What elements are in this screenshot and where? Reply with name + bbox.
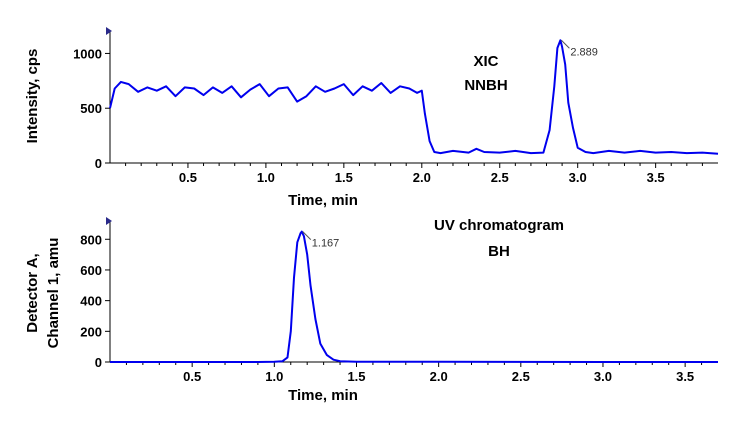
uv-x-tick-label: 1.0	[265, 369, 283, 384]
uv-annotation-line-1: UV chromatogram	[434, 217, 564, 234]
xic-axis-arrow-icon	[106, 27, 112, 35]
xic-peak-label: 2.889	[570, 46, 598, 58]
xic-annotation-line-2: NNBH	[464, 77, 507, 94]
xic-chart: 0.5 1.0 1.5 2.0 2.5 3.0 3.5 0 500 1000 2.889 Time,…	[24, 27, 719, 209]
uv-x-tick-label: 0.5	[183, 369, 201, 384]
uv-peak-leader	[302, 231, 312, 240]
uv-y-tick-label: 600	[80, 263, 102, 278]
uv-y-axis-label-line-2: Channel 1, amu	[45, 238, 62, 349]
xic-plot: 0.5 1.0 1.5 2.0 2.5 3.0 3.5 0 500 1000 2.889	[73, 27, 719, 185]
uv-y-axis-label-line-1: Detector A,	[24, 253, 41, 332]
uv-x-axis-label: Time, min	[288, 387, 358, 404]
xic-x-tick-label: 2.5	[491, 170, 509, 185]
xic-y-tick-label: 1000	[73, 46, 102, 61]
uv-y-tick-label: 200	[80, 324, 102, 339]
uv-x-tick-label: 3.5	[676, 369, 694, 384]
xic-x-tick-label: 0.5	[179, 170, 197, 185]
xic-x-tick-label: 3.0	[569, 170, 587, 185]
uv-y-tick-label: 0	[95, 355, 102, 370]
xic-y-tick-label: 0	[95, 156, 102, 171]
uv-axis-arrow-icon	[106, 217, 112, 225]
uv-series-line	[110, 230, 718, 363]
xic-y-tick-label: 500	[80, 101, 102, 116]
xic-series-line	[109, 39, 719, 155]
xic-x-axis-label: Time, min	[288, 192, 358, 209]
xic-x-tick-label: 1.5	[335, 170, 353, 185]
uv-x-tick-label: 2.5	[512, 369, 530, 384]
xic-peak-leader	[561, 39, 570, 49]
uv-annotation-line-2: BH	[488, 243, 510, 260]
uv-x-tick-label: 3.0	[594, 369, 612, 384]
xic-x-tick-label: 3.5	[647, 170, 665, 185]
xic-annotation-line-1: XIC	[473, 53, 498, 70]
uv-y-tick-label: 400	[80, 294, 102, 309]
uv-x-tick-label: 1.5	[347, 369, 365, 384]
uv-y-tick-label: 800	[80, 232, 102, 247]
uv-plot: 0.5 1.0 1.5 2.0 2.5 3.0 3.5 0 200 400 600 800 1.167	[80, 217, 718, 384]
xic-y-axis-label: Intensity, cps	[24, 49, 41, 144]
uv-peak-label: 1.167	[312, 238, 340, 250]
uv-x-tick-label: 2.0	[430, 369, 448, 384]
xic-x-tick-label: 2.0	[413, 170, 431, 185]
xic-x-tick-label: 1.0	[257, 170, 275, 185]
